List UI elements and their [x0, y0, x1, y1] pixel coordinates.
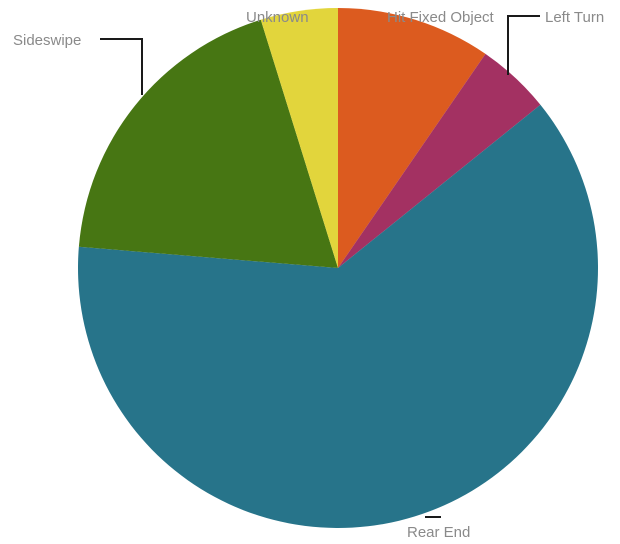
pie-slice-left-turn: [338, 53, 541, 268]
slice-label-hit-fixed-object: Hit Fixed Object: [387, 9, 495, 26]
leader-line-left-turn: [507, 15, 540, 75]
slice-label-left-turn: Left Turn: [545, 9, 604, 26]
slice-label-rear-end: Rear End: [407, 524, 470, 541]
pie-slice-sideswipe: [78, 19, 339, 268]
slice-label-sideswipe: Sideswipe: [13, 32, 81, 49]
leader-line-sideswipe: [100, 38, 143, 95]
pie-slice-rear-end: [78, 104, 599, 529]
pie-slice-unknown: [260, 8, 338, 268]
slice-label-unknown: Unknown: [246, 9, 309, 26]
pie-slice-hit-fixed-object: [338, 8, 486, 268]
pie-slices: [78, 8, 599, 529]
